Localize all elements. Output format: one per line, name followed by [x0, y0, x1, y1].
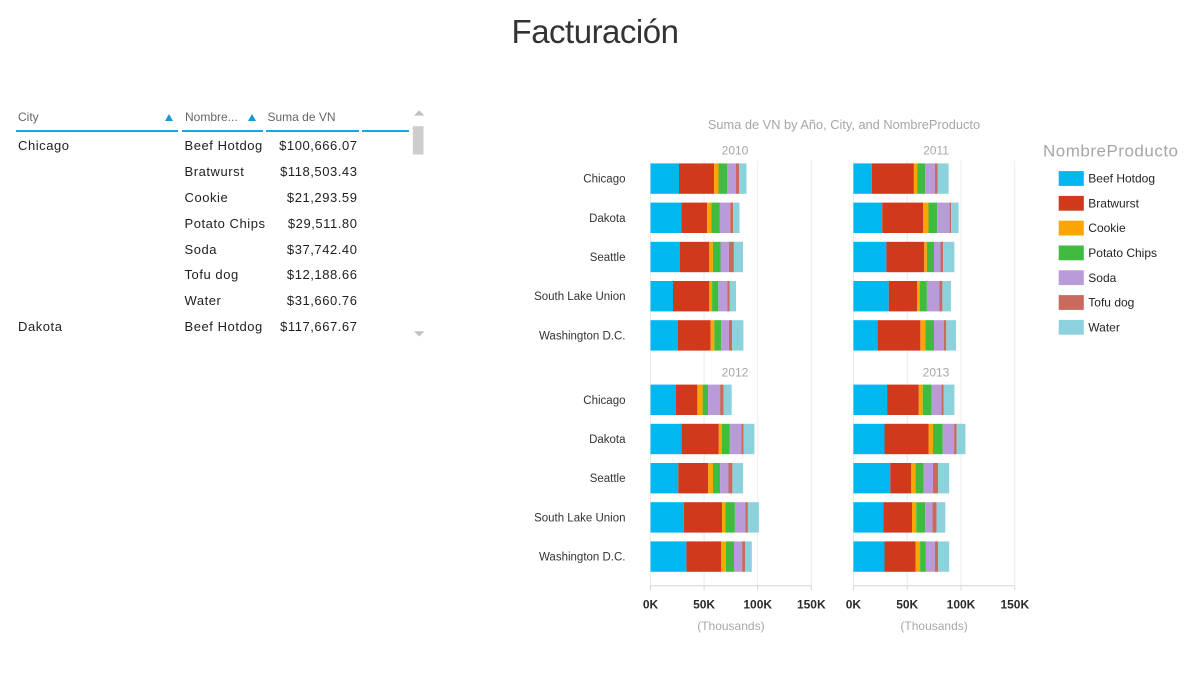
svg-text:Washington D.C.: Washington D.C.	[539, 330, 626, 342]
svg-text:NombreProducto: NombreProducto	[1043, 142, 1179, 161]
svg-text:Dakota: Dakota	[589, 213, 626, 225]
svg-text:Water: Water	[1088, 320, 1120, 334]
svg-text:2011: 2011	[923, 144, 949, 158]
svg-text:Bratwurst: Bratwurst	[1088, 196, 1139, 210]
svg-text:South Lake Union: South Lake Union	[534, 512, 625, 524]
svg-text:Suma de VN by Año, City, and N: Suma de VN by Año, City, and NombreProdu…	[708, 117, 980, 132]
svg-text:50K: 50K	[896, 598, 918, 612]
svg-text:(Thousands): (Thousands)	[697, 619, 764, 633]
svg-text:50K: 50K	[693, 598, 715, 612]
svg-text:2010: 2010	[722, 144, 749, 158]
svg-text:100K: 100K	[743, 598, 772, 612]
svg-text:150K: 150K	[1000, 598, 1029, 612]
svg-text:(Thousands): (Thousands)	[900, 619, 967, 633]
svg-text:100K: 100K	[947, 598, 976, 612]
svg-text:Soda: Soda	[1088, 271, 1116, 285]
svg-text:Chicago: Chicago	[583, 174, 625, 186]
svg-text:2013: 2013	[923, 365, 950, 379]
svg-text:Dakota: Dakota	[589, 434, 626, 446]
svg-text:150K: 150K	[797, 598, 826, 612]
svg-text:Seattle: Seattle	[590, 252, 626, 264]
svg-text:Cookie: Cookie	[1088, 221, 1126, 235]
svg-text:0K: 0K	[846, 598, 862, 612]
svg-text:0K: 0K	[643, 598, 659, 612]
svg-text:Potato Chips: Potato Chips	[1088, 246, 1157, 260]
svg-text:Beef Hotdog: Beef Hotdog	[1088, 172, 1155, 186]
svg-text:Tofu dog: Tofu dog	[1088, 296, 1134, 310]
svg-text:South Lake Union: South Lake Union	[534, 291, 625, 303]
svg-text:Seattle: Seattle	[590, 473, 626, 485]
svg-text:Washington D.C.: Washington D.C.	[539, 552, 626, 564]
svg-text:2012: 2012	[722, 365, 749, 379]
svg-text:Chicago: Chicago	[583, 395, 625, 407]
